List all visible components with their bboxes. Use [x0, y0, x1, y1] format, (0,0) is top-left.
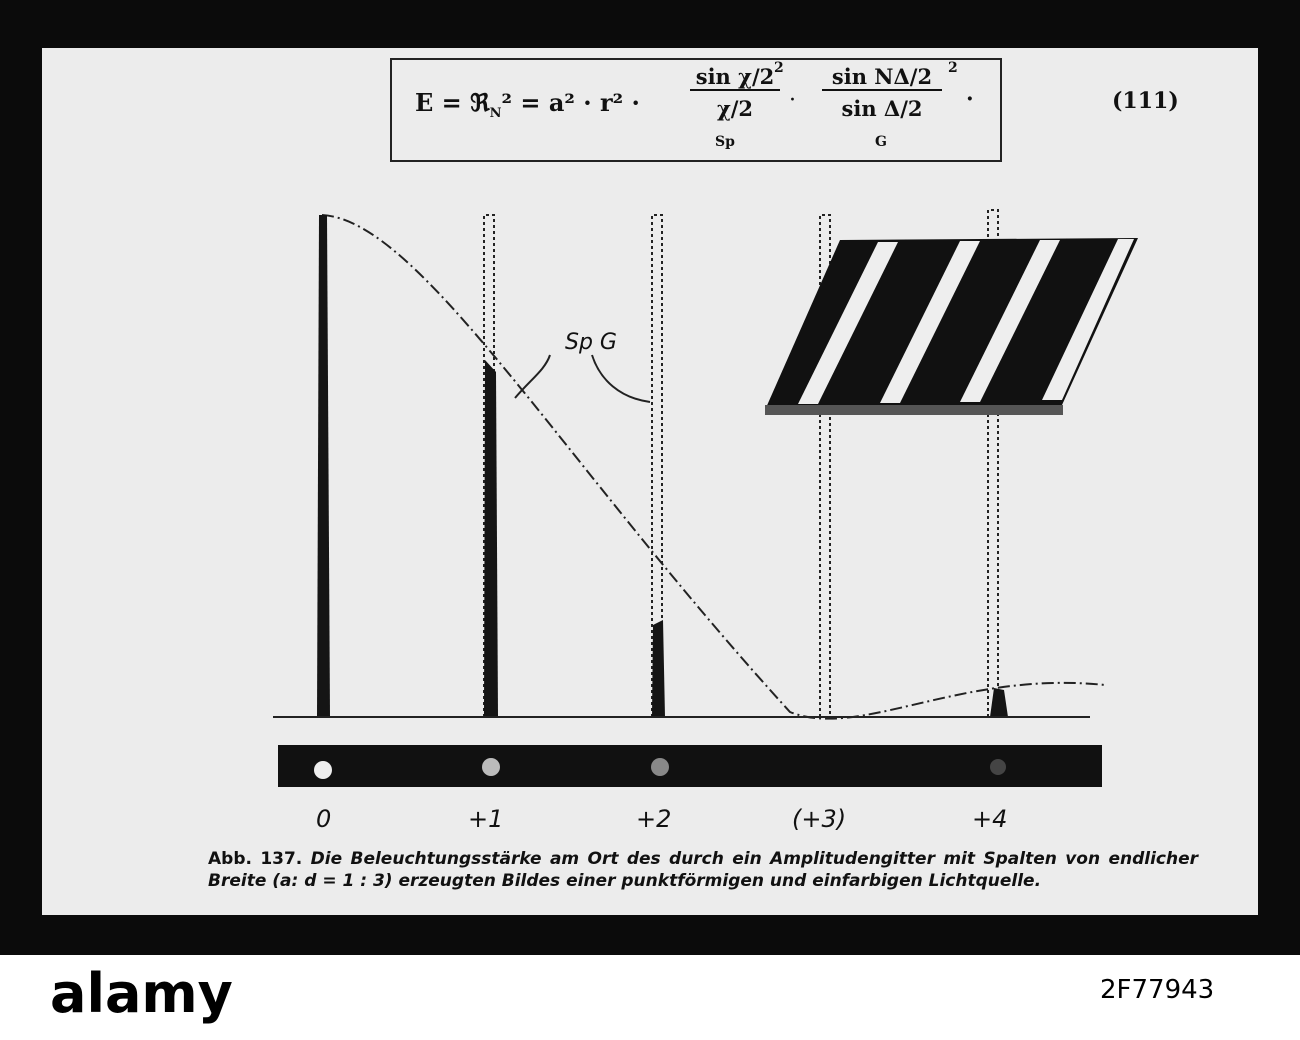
order-label: (+3) [792, 805, 847, 833]
watermark-id: 2F77943 [1100, 975, 1215, 1005]
formula-sub: N [489, 105, 502, 121]
formula-box [390, 58, 1002, 162]
grating [765, 238, 1138, 415]
formula-lead: E = ℜ [415, 88, 490, 117]
fraction-numerator: sin NΔ/2 [822, 64, 942, 91]
formula-rest: ² = a² · r² · [501, 88, 640, 117]
order-label: 0 [316, 805, 332, 833]
caption-label: Abb. 137. [208, 849, 303, 869]
brace-label: Sp [715, 134, 735, 150]
caption: Abb. 137. Die Beleuchtungsstärke am Ort … [208, 848, 1198, 892]
watermark-bar [0, 955, 1300, 1040]
exponent: 2 [948, 60, 958, 76]
exponent: 2 [774, 60, 784, 76]
fraction-denominator: χ/2 [716, 96, 754, 121]
fraction-denominator: sin Δ/2 [841, 96, 923, 121]
order-label: +2 [636, 805, 672, 833]
brace-label: G [875, 134, 887, 150]
caption-text: Die Beleuchtungsstärke am Ort des durch … [208, 849, 1198, 891]
formula-lead: E = ℜN² = a² · r² · [415, 88, 640, 121]
watermark-brand: alamy [50, 962, 233, 1025]
order-label: +1 [468, 805, 504, 833]
formula-trail: · [966, 86, 974, 112]
order-label: +4 [972, 805, 1008, 833]
equation-number: (111) [1112, 88, 1179, 114]
fraction-numerator: sin χ/2 [690, 64, 780, 91]
curve-label: Sp G [565, 330, 617, 355]
